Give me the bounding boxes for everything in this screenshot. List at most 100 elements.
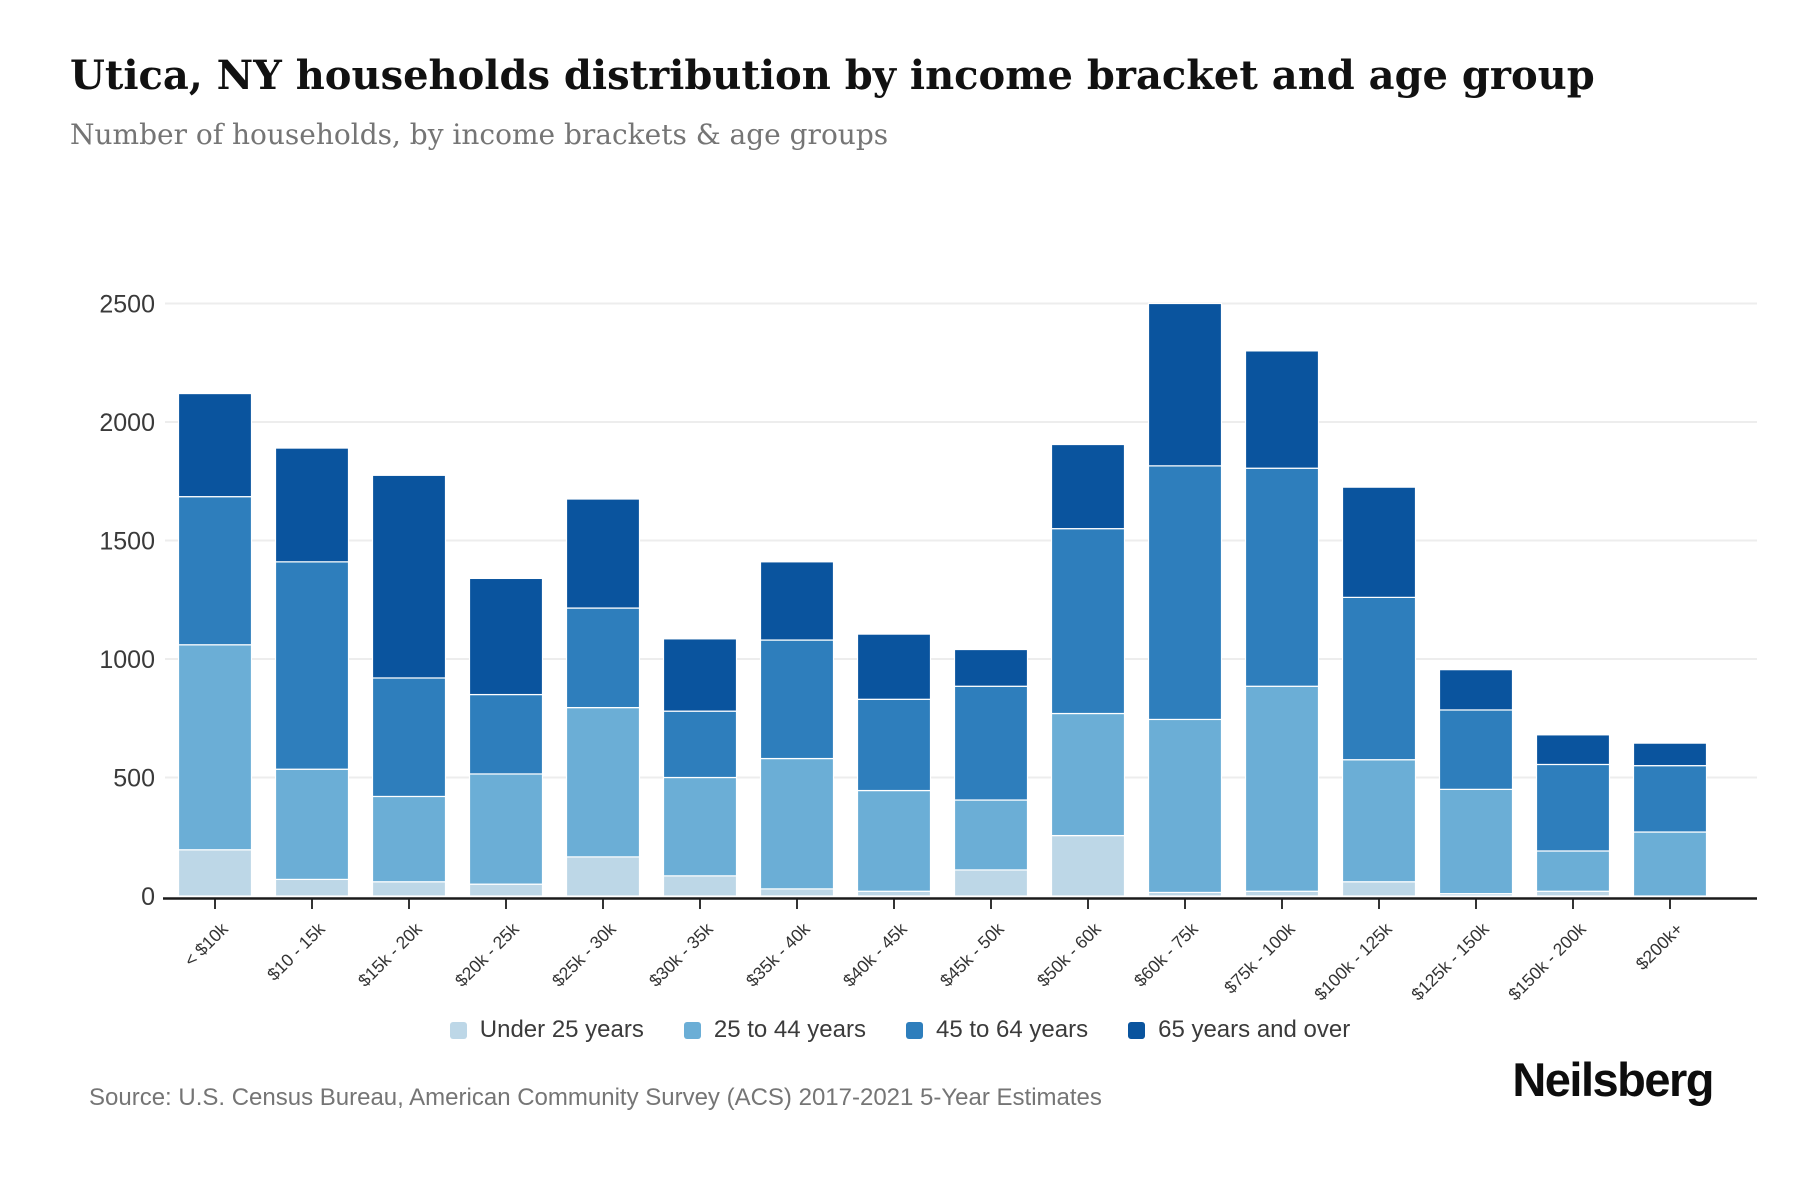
x-tick-label: $200k+ xyxy=(1632,919,1687,974)
x-tick-label: $30k - 35k xyxy=(645,919,717,991)
bar-segment xyxy=(1147,465,1223,721)
bar-segment xyxy=(468,883,544,897)
bar-segment xyxy=(1632,742,1708,767)
x-tick-label: $20k - 25k xyxy=(451,919,523,991)
bar-segment xyxy=(662,710,738,779)
x-tick-label: $25k - 30k xyxy=(548,919,620,991)
bar-segment xyxy=(953,685,1029,801)
bar-segment xyxy=(177,644,253,851)
bar-segment xyxy=(1244,467,1320,687)
bar-segment xyxy=(662,776,738,877)
legend-item[interactable]: Under 25 years xyxy=(449,1016,644,1044)
bar-segment xyxy=(1535,734,1611,766)
bar-segment xyxy=(856,698,932,792)
y-tick-label: 500 xyxy=(113,765,155,793)
x-tick-label: $150k - 200k xyxy=(1504,919,1590,1005)
bar-segment xyxy=(371,795,447,883)
bar-segment xyxy=(1438,788,1514,895)
bar-segment xyxy=(1535,890,1611,897)
chart-subtitle: Number of households, by income brackets… xyxy=(70,118,889,151)
legend-label: Under 25 years xyxy=(479,1016,644,1043)
x-tick-label: $10 - 15k xyxy=(263,919,329,985)
y-tick-label: 0 xyxy=(141,883,155,911)
y-tick-label: 1000 xyxy=(99,646,155,674)
bar-segment xyxy=(1341,881,1417,897)
bar-segment xyxy=(953,799,1029,871)
bar-segment xyxy=(565,856,641,897)
bar-segment xyxy=(1535,850,1611,892)
bar-segment xyxy=(1050,712,1126,837)
bar-segment xyxy=(274,768,350,881)
bar-segment xyxy=(468,577,544,696)
bar-segment xyxy=(1438,669,1514,711)
x-tick-label: $15k - 20k xyxy=(354,919,426,991)
x-tick-label: $60k - 75k xyxy=(1130,919,1202,991)
bar-segment xyxy=(759,888,835,897)
x-tick-label: $125k - 150k xyxy=(1407,919,1493,1005)
bar-segment xyxy=(1341,759,1417,883)
x-tick-label: $75k - 100k xyxy=(1220,919,1299,998)
x-tick-label: $45k - 50k xyxy=(936,919,1008,991)
source-text: Source: U.S. Census Bureau, American Com… xyxy=(89,1084,1102,1111)
bar-segment xyxy=(1050,443,1126,530)
x-tick-label: $100k - 125k xyxy=(1310,919,1396,1005)
bar-segment xyxy=(662,638,738,712)
bar-segment xyxy=(565,706,641,858)
bar-segment xyxy=(468,693,544,775)
bar-segment xyxy=(371,677,447,798)
bar-segment xyxy=(274,561,350,770)
bar-segment xyxy=(274,447,350,563)
bar-segment xyxy=(953,869,1029,897)
legend-label: 25 to 44 years xyxy=(713,1016,866,1043)
x-tick-label: $40k - 45k xyxy=(839,919,911,991)
bar-segment xyxy=(759,639,835,760)
bar-segment xyxy=(177,392,253,498)
legend-swatch xyxy=(905,1021,923,1039)
bar-segment xyxy=(1535,763,1611,852)
bar-segment xyxy=(565,607,641,709)
y-tick-label: 1500 xyxy=(99,528,155,556)
bar-segment xyxy=(759,757,835,890)
bar-segment xyxy=(1050,834,1126,897)
bar-segment xyxy=(1147,718,1223,894)
x-tick-label: < $10k xyxy=(180,919,232,971)
bar-segment xyxy=(1147,302,1223,467)
bar-segment xyxy=(177,849,253,897)
bar-segment xyxy=(1632,831,1708,897)
bar-segment xyxy=(953,648,1029,687)
chart-legend: Under 25 years 25 to 44 years 45 to 64 yea… xyxy=(75,1008,1725,1052)
y-tick-label: 2000 xyxy=(99,409,155,437)
bar-segment xyxy=(1244,890,1320,897)
legend-item[interactable]: 25 to 44 years xyxy=(683,1016,866,1044)
bar-segment xyxy=(662,875,738,897)
legend-item[interactable]: 65 years and over xyxy=(1128,1016,1350,1044)
bar-segment xyxy=(1244,350,1320,469)
bar-segment xyxy=(856,633,932,700)
legend-item[interactable]: 45 to 64 years xyxy=(905,1016,1089,1044)
bar-segment xyxy=(371,474,447,679)
bar-segment xyxy=(1341,486,1417,598)
bar-segment xyxy=(856,789,932,892)
legend-swatch xyxy=(683,1021,701,1039)
chart-title: Utica, NY households distribution by inc… xyxy=(70,52,1595,99)
x-tick-label: $35k - 40k xyxy=(742,919,814,991)
legend-label: 45 to 64 years xyxy=(935,1016,1089,1043)
bar-segment xyxy=(1050,528,1126,715)
bar-segment xyxy=(1341,596,1417,761)
bar-segment xyxy=(1632,765,1708,833)
brand-logo: Neilsberg xyxy=(1512,1053,1714,1106)
bar-segment xyxy=(468,773,544,885)
bar-segment xyxy=(1244,685,1320,892)
bar-segment xyxy=(177,496,253,646)
bar-segment xyxy=(759,561,835,641)
legend-label: 65 years and over xyxy=(1158,1016,1351,1043)
y-tick-label: 2500 xyxy=(99,291,155,319)
legend-swatch xyxy=(1128,1021,1146,1039)
bar-segment xyxy=(371,881,447,897)
bar-segment xyxy=(856,890,932,897)
bar-segment xyxy=(274,878,350,897)
bar-segment xyxy=(565,498,641,609)
legend-swatch xyxy=(449,1021,467,1039)
